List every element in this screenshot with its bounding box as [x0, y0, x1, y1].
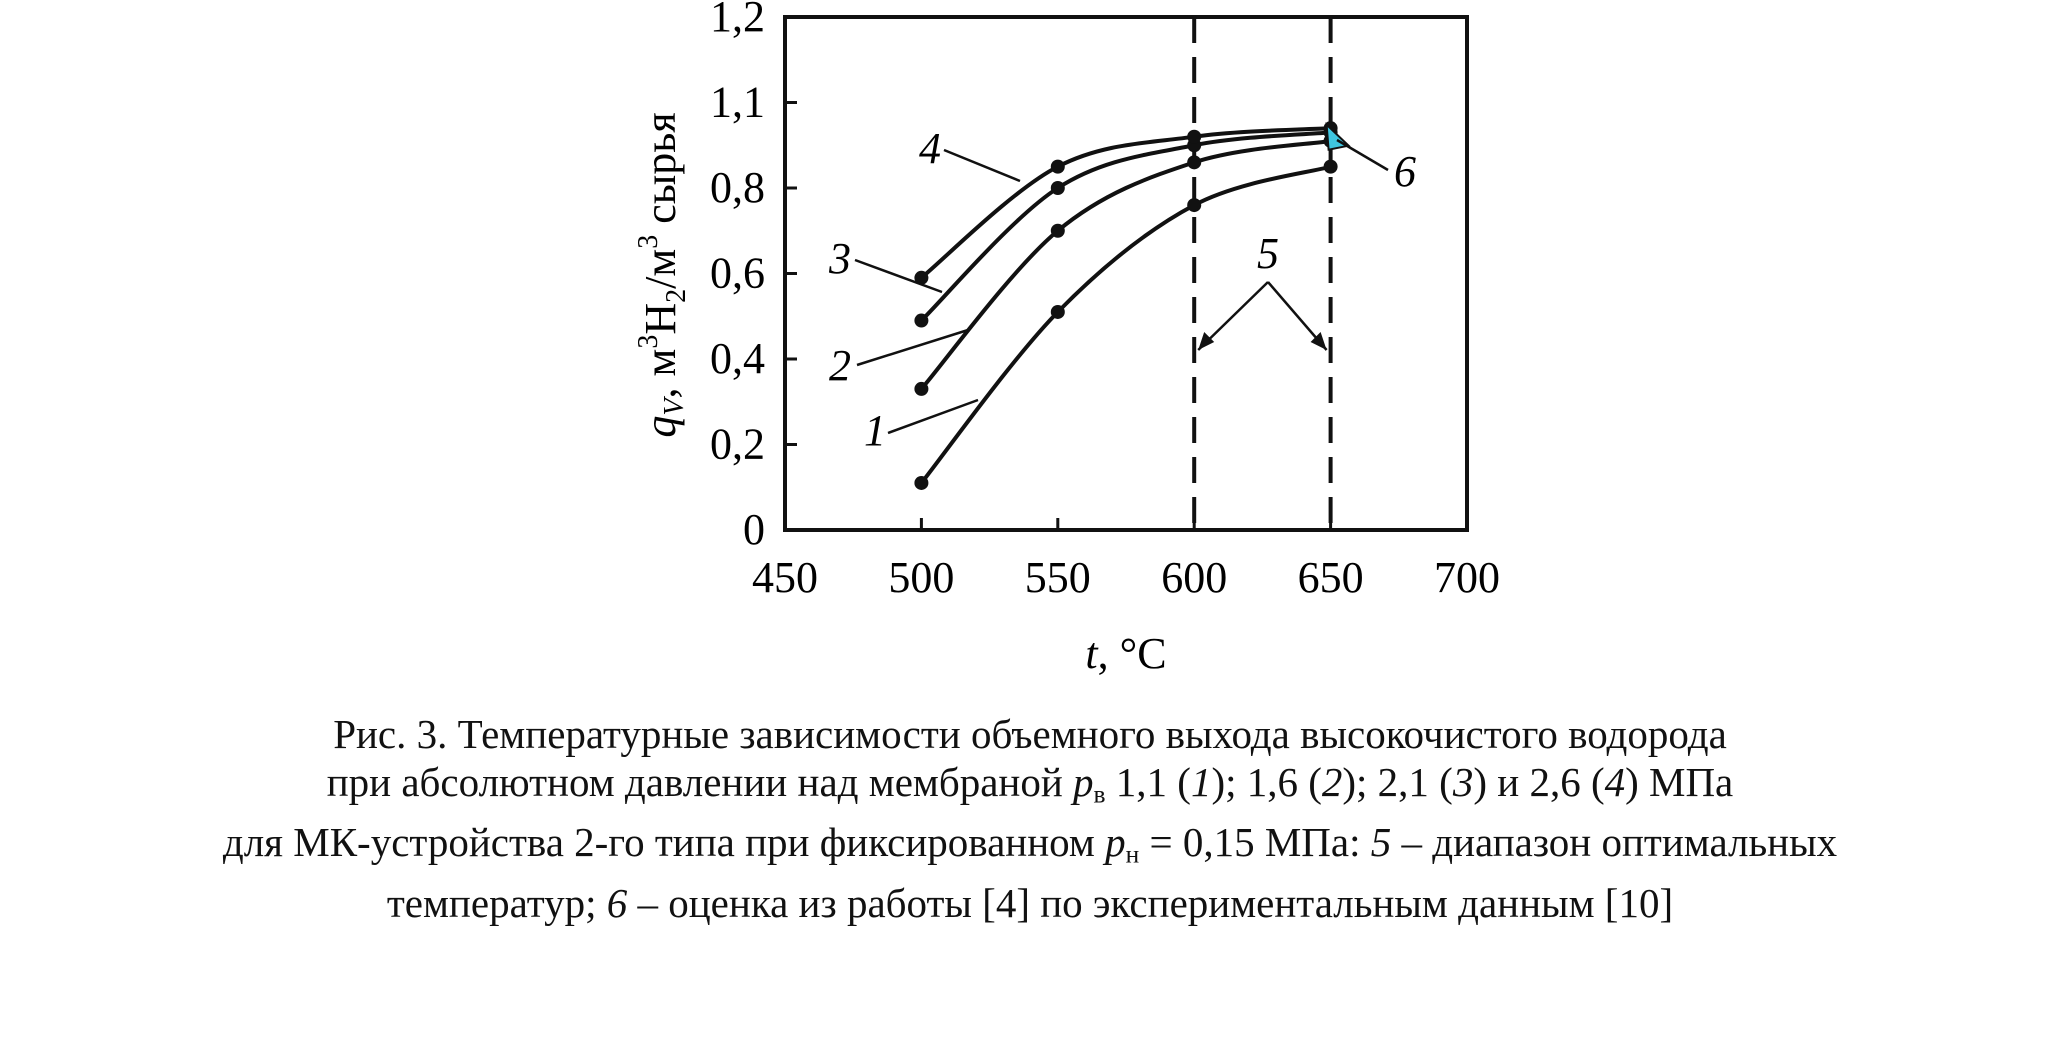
- y-tick-label: 0,2: [710, 420, 765, 469]
- series-2-point: [1187, 155, 1202, 170]
- estimate-label-6-leader: [1336, 138, 1389, 172]
- chart: 0 0,2 0,4 0,6 0,8 1,1 1,2 450 500 550 600 650 700 4…: [633, 0, 1500, 678]
- series-line-3: [920, 130, 1331, 322]
- curve-label-2: 2: [829, 341, 851, 390]
- x-tick-label: 700: [1434, 553, 1500, 602]
- curve-label-3: 3: [828, 234, 851, 283]
- curve-label-2-leader: [856, 328, 969, 367]
- x-tick-label: 650: [1298, 553, 1364, 602]
- y-tick-label: 1,2: [710, 0, 765, 41]
- x-tick-label: 600: [1161, 553, 1227, 602]
- series-2-point: [1050, 223, 1065, 238]
- arrow-5-left-head: [1198, 332, 1215, 350]
- series-line-1: [919, 164, 1332, 485]
- optimal-range-label-5: 5: [1257, 229, 1279, 278]
- x-tick-label: 550: [1025, 553, 1091, 602]
- caption-line-3: для МК-устройства 2-го типа при фиксиров…: [222, 819, 1838, 869]
- figure-caption: Рис. 3. Температурные зависимости объемн…: [0, 710, 2060, 927]
- series-3-point: [1050, 181, 1065, 195]
- series-1-point: [914, 475, 929, 490]
- curve-labels: 4 3 21 6 5: [828, 124, 1416, 455]
- y-axis-label: qV, м3Н2/м3 сырья: [633, 112, 692, 437]
- y-tick-label: 0,6: [710, 249, 765, 298]
- series-3-point: [914, 313, 929, 328]
- series-2-point: [914, 381, 929, 396]
- plot-area-frame: [783, 15, 1469, 532]
- curve-label-1-leader: [887, 398, 979, 435]
- y-tick-label: 0,4: [710, 334, 765, 383]
- series-1-point: [1050, 304, 1065, 319]
- curve-label-3-leader: [854, 258, 943, 294]
- x-tick-label: 450: [752, 553, 818, 602]
- series-line-4: [920, 126, 1331, 280]
- estimate-label-6: 6: [1394, 147, 1416, 196]
- y-tick-label: 1,1: [710, 78, 765, 127]
- series-group: [914, 121, 1351, 490]
- curve-label-1: 1: [864, 406, 886, 455]
- y-axis-ticks: 0 0,2 0,4 0,6 0,8 1,1 1,2: [710, 0, 797, 554]
- series-1-point: [1323, 159, 1338, 174]
- y-tick-label: 0: [743, 505, 765, 554]
- caption-line-2: при абсолютном давлении над мембраной pв…: [326, 759, 1734, 809]
- optimal-range-lines: [1192, 17, 1333, 530]
- series-1-point: [1187, 198, 1202, 213]
- caption-line-4: температур; 6 – оценка из работы [4] по …: [386, 879, 1674, 926]
- series-4-point: [1050, 159, 1065, 174]
- series-4-point: [914, 270, 929, 285]
- y-tick-label: 0,8: [710, 163, 765, 212]
- caption-line-1: Рис. 3. Температурные зависимости объемн…: [333, 711, 1727, 757]
- x-axis-ticks: 450 500 550 600 650 700: [752, 518, 1500, 602]
- x-axis-label: t, °C: [1085, 629, 1166, 678]
- arrow-5-right-head: [1310, 332, 1327, 350]
- curve-label-4: 4: [919, 124, 941, 173]
- x-tick-label: 500: [888, 553, 954, 602]
- curve-label-4-leader: [943, 148, 1021, 183]
- series-4-point: [1187, 129, 1202, 144]
- series-line-2: [919, 138, 1331, 391]
